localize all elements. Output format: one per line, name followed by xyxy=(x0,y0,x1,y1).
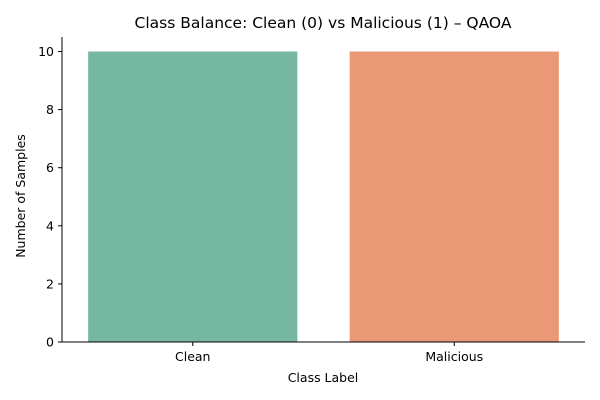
y-tick-label: 10 xyxy=(38,44,54,59)
y-axis: 0 2 4 6 8 10 xyxy=(38,37,585,350)
x-axis: Clean Malicious xyxy=(175,342,483,364)
y-tick-label: 4 xyxy=(46,218,54,233)
x-axis-label: Class Label xyxy=(288,370,359,385)
axis-lines xyxy=(61,37,585,343)
y-tick-label: 2 xyxy=(46,276,54,291)
y-tick-label: 8 xyxy=(46,102,54,117)
bar-malicious xyxy=(349,51,559,343)
bars-group xyxy=(88,51,559,343)
x-tick-label: Clean xyxy=(175,349,210,364)
bar-clean xyxy=(88,51,298,343)
y-tick-label: 0 xyxy=(46,335,54,350)
y-tick-label: 6 xyxy=(46,160,54,175)
y-axis-label: Number of Samples xyxy=(13,134,28,258)
chart-title: Class Balance: Clean (0) vs Malicious (1… xyxy=(135,14,512,32)
x-tick-label: Malicious xyxy=(425,349,483,364)
